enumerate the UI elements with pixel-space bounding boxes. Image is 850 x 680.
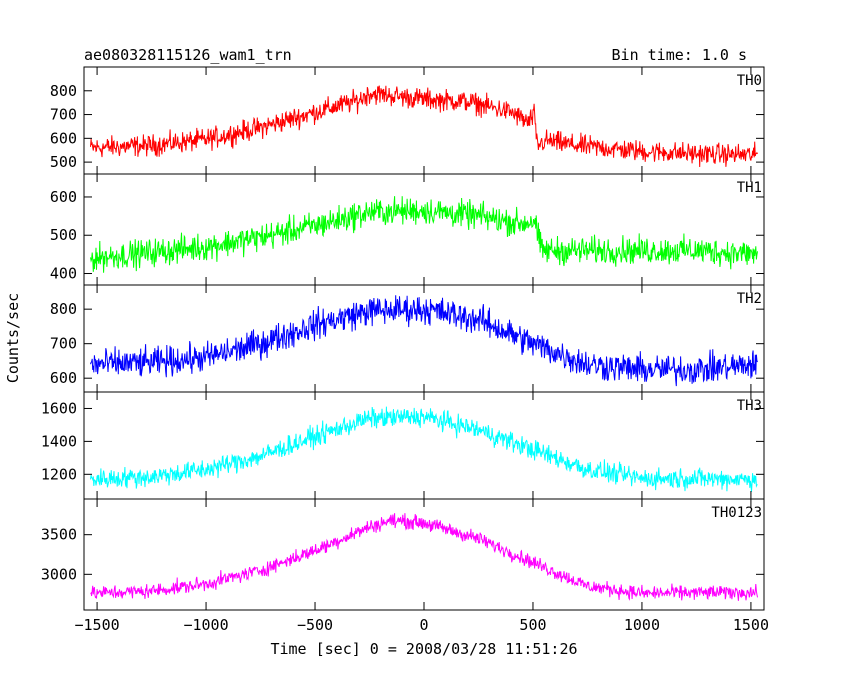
series-line-th3 [90,406,758,492]
y-tick-label: 800 [50,300,77,318]
panel-th0: 500 600 700 800 TH0 [50,66,765,175]
panel-label: TH1 [737,180,762,196]
x-tick-label: 0 [419,616,428,634]
panel-frame [83,66,765,175]
y-tick-label: 1600 [41,399,77,417]
series-line-th0123 [90,513,758,601]
panel-frame [83,173,765,286]
panel-th1: 400 500 600 TH1 [50,173,765,286]
x-tick-label: 500 [519,616,546,634]
y-tick-label: 600 [50,369,77,387]
panels-group: 500 600 700 800 TH0 400 500 600 TH1 600 700 800 TH2 1… [41,66,765,611]
series-line-th2 [90,295,758,387]
y-tick-label: 500 [50,153,77,171]
y-axis-label: Counts/sec [4,293,22,383]
panel-th0123: 3000 3500 TH0123 [41,498,765,611]
y-tick-label: 400 [50,265,77,283]
series-line-th0 [90,85,758,168]
panel-frame [83,391,765,500]
chart-title: ae080328115126_wam1_trn [84,46,292,64]
y-tick-label: 700 [50,106,77,124]
y-tick-label: 700 [50,335,77,353]
panel-label: TH2 [737,291,762,307]
y-tick-label: 600 [50,129,77,147]
x-tick-label: 1500 [733,616,769,634]
y-tick-label: 3500 [41,526,77,544]
panel-label: TH0 [737,73,762,89]
panel-th3: 1200 1400 1600 TH3 [41,391,765,500]
x-tick-label: −1000 [183,616,228,634]
bin-time-label: Bin time: 1.0 s [612,46,747,64]
x-tick-label: −1500 [74,616,119,634]
x-tick-label: −500 [297,616,333,634]
x-axis-label: Time [sec] 0 = 2008/03/28 11:51:26 [270,640,577,658]
series-line-th1 [90,196,758,273]
y-tick-label: 600 [50,188,77,206]
y-tick-label: 800 [50,82,77,100]
y-tick-label: 500 [50,226,77,244]
x-axis: −1500 −1000 −500 0 500 1000 1500 [74,616,768,634]
y-tick-label: 1200 [41,465,77,483]
panel-label: TH3 [737,398,762,414]
y-tick-label: 1400 [41,432,77,450]
y-tick-label: 3000 [41,565,77,583]
x-tick-label: 1000 [624,616,660,634]
panel-label: TH0123 [711,505,762,521]
panel-th2: 600 700 800 TH2 [50,284,765,393]
